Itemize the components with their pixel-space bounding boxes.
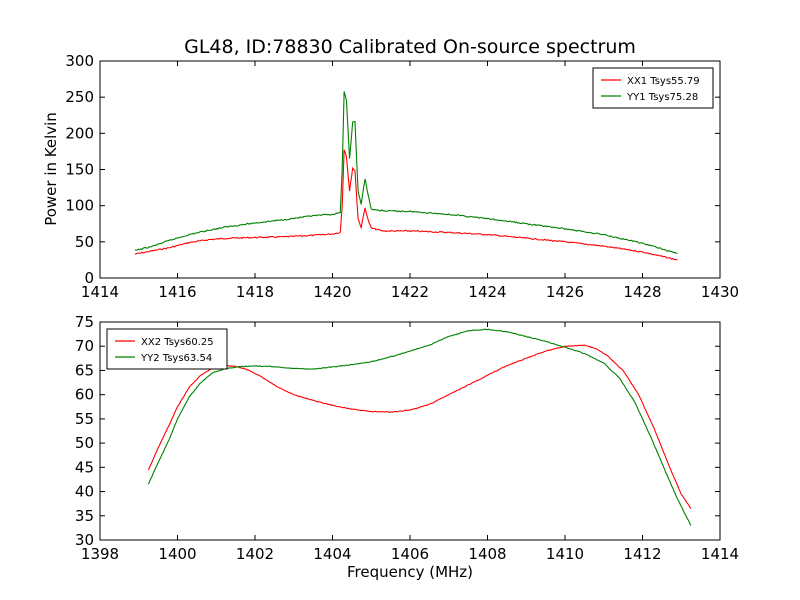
- chart-title: GL48, ID:78830 Calibrated On-source spec…: [184, 36, 636, 58]
- top-panel-plot: 1414 1416 1418 1420 1422 1424 1426 1428 1430 0 50 1…: [65, 52, 739, 301]
- x-tick-label: 1414: [81, 283, 119, 301]
- series-line-yy2: [147, 328, 692, 526]
- y-tick-label: 100: [65, 197, 94, 215]
- x-tick-label: 1420: [313, 283, 351, 301]
- x-tick-label: 1408: [468, 545, 506, 563]
- legend-label: XX2 Tsys60.25: [141, 337, 214, 348]
- x-axis-label: Frequency (MHz): [347, 563, 473, 581]
- x-tick-label: 1412: [623, 545, 661, 563]
- y-tick-label: 55: [75, 410, 94, 428]
- y-axis-label: Power in Kelvin: [42, 112, 60, 226]
- y-tick-label: 60: [75, 386, 94, 404]
- legend: XX2 Tsys60.25 YY2 Tsys63.54: [106, 328, 228, 370]
- x-tick-label: 1422: [391, 283, 429, 301]
- x-tick-label: 1430: [701, 283, 739, 301]
- y-tick-label: 150: [65, 161, 94, 179]
- y-tick-label: 35: [75, 507, 94, 525]
- x-tick-label: 1400: [158, 545, 196, 563]
- x-tick-label: 1406: [391, 545, 429, 563]
- y-tick-label: 70: [75, 337, 94, 355]
- x-tick-label: 1418: [236, 283, 274, 301]
- y-tick-label: 40: [75, 483, 94, 501]
- y-tick-label: 300: [65, 52, 94, 70]
- series-line-xx1: [134, 149, 678, 261]
- y-tick-label: 45: [75, 458, 94, 476]
- y-tick-label: 50: [75, 434, 94, 452]
- series-line-yy1: [134, 91, 678, 254]
- y-tick-label: 250: [65, 88, 94, 106]
- x-tick-label: 1416: [158, 283, 196, 301]
- y-tick-label: 0: [84, 269, 94, 287]
- legend: XX1 Tsys55.79 YY1 Tsys75.28: [592, 67, 714, 109]
- x-tick-label: 1414: [701, 545, 739, 563]
- x-tick-label: 1402: [236, 545, 274, 563]
- bottom-panel-plot: 1398 1400 1402 1404 1406 1408 1410 1412 1414 30 35…: [75, 313, 739, 563]
- y-tick-label: 200: [65, 124, 94, 142]
- x-tick-label: 1410: [546, 545, 584, 563]
- x-tick-label: 1424: [468, 283, 506, 301]
- x-tick-label: 1428: [623, 283, 661, 301]
- x-tick-label: 1398: [81, 545, 119, 563]
- y-tick-label: 75: [75, 313, 94, 331]
- y-tick-label: 30: [75, 531, 94, 549]
- legend-box: [106, 328, 228, 370]
- y-tick-label: 65: [75, 361, 94, 379]
- legend-label: YY2 Tsys63.54: [140, 353, 212, 364]
- legend-label: YY1 Tsys75.28: [626, 92, 698, 103]
- x-tick-label: 1426: [546, 283, 584, 301]
- legend-box: [592, 67, 714, 109]
- legend-label: XX1 Tsys55.79: [627, 76, 700, 87]
- x-tick-label: 1404: [313, 545, 351, 563]
- y-tick-label: 50: [75, 233, 94, 251]
